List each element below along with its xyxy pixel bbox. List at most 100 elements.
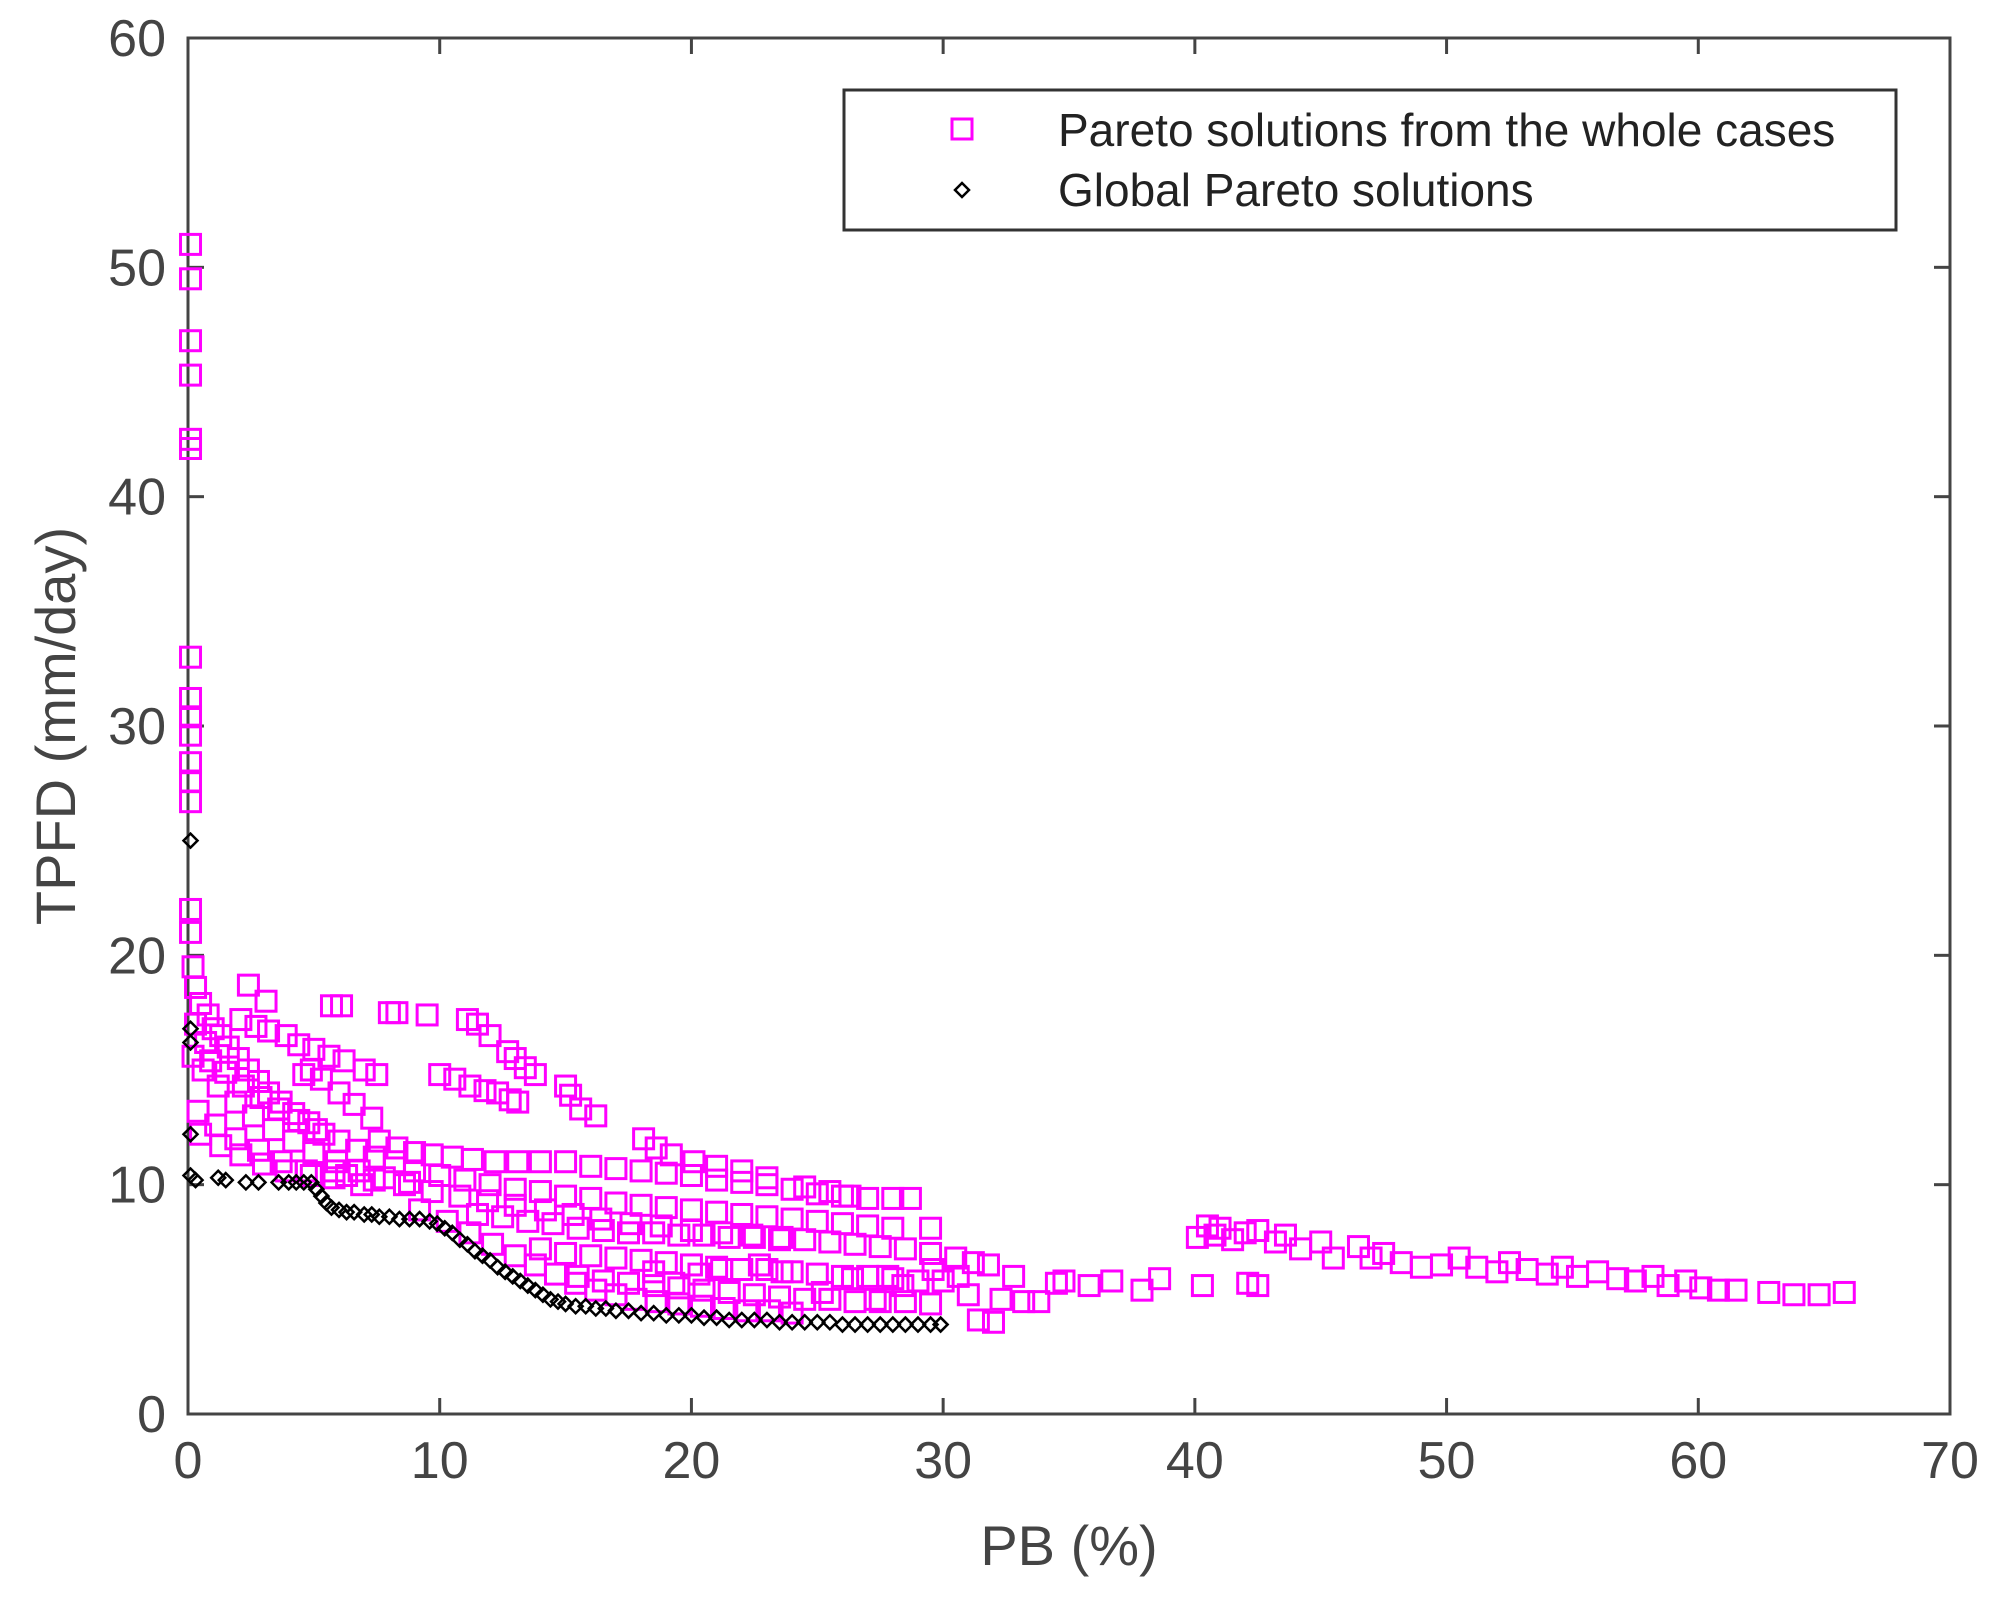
plot-area (186, 36, 1952, 1416)
data-point-square (554, 1184, 578, 1208)
data-point-diamond (496, 1263, 514, 1281)
data-point-diamond (488, 1258, 507, 1276)
y-axis-title: TPFD (mm/day) (24, 527, 87, 925)
data-point-square (476, 1189, 500, 1213)
data-point-square (893, 1290, 917, 1314)
data-point-square (1044, 1271, 1068, 1295)
data-point-diamond (556, 1295, 575, 1313)
data-point-square (569, 1097, 593, 1121)
data-point-square (1656, 1274, 1680, 1298)
x-tick-label: 50 (1418, 1432, 1476, 1490)
data-point-square (891, 1274, 915, 1298)
data-point-square (186, 1099, 210, 1123)
data-point-square (241, 1104, 265, 1128)
x-tick-label: 70 (1921, 1432, 1979, 1490)
data-point-square (392, 1173, 416, 1197)
data-point-square (679, 1163, 703, 1187)
data-point-square (705, 1154, 729, 1178)
data-point-square (667, 1276, 691, 1300)
data-point-square (868, 1235, 892, 1259)
data-point-square (747, 1253, 771, 1277)
data-point-diamond (511, 1272, 530, 1290)
data-point-square (805, 1209, 829, 1233)
y-tick-label: 50 (108, 239, 166, 297)
data-point-diamond (808, 1313, 827, 1332)
data-point-square (654, 1161, 678, 1185)
data-point-square (302, 1141, 326, 1165)
data-point-square (317, 1044, 341, 1068)
legend-label-global-pareto: Global Pareto solutions (1058, 164, 1534, 216)
data-point-square (1321, 1246, 1345, 1270)
data-point-square (428, 1163, 452, 1187)
data-point-square (304, 1118, 328, 1142)
data-point-square (1498, 1251, 1521, 1275)
data-point-square (629, 1159, 653, 1183)
data-point-square (1309, 1230, 1333, 1254)
x-axis: 0 10 20 30 40 50 60 70 (174, 38, 1979, 1490)
data-point-square (919, 1216, 943, 1240)
data-point-square (179, 437, 203, 461)
data-point-square (584, 1104, 608, 1128)
data-point-diamond (380, 1208, 399, 1226)
data-point-diamond (707, 1308, 726, 1327)
data-point-diamond (783, 1313, 801, 1332)
data-point-square (830, 1212, 854, 1236)
y-tick-label: 60 (108, 10, 166, 68)
data-point-diamond (181, 1125, 200, 1143)
legend-label-pareto-whole: Pareto solutions from the whole cases (1058, 104, 1835, 156)
data-point-square (179, 751, 203, 775)
data-point-square (1246, 1274, 1270, 1298)
data-point-square (919, 1292, 943, 1316)
data-point-square (483, 1150, 507, 1174)
data-point-diamond (186, 1171, 205, 1189)
data-point-square (229, 1143, 253, 1167)
data-point-square (367, 1129, 391, 1153)
x-tick-label: 30 (914, 1432, 972, 1490)
data-point-diamond (312, 1187, 331, 1205)
data-point-square (179, 363, 203, 387)
data-point-diamond (576, 1297, 595, 1315)
data-point-square (503, 1177, 527, 1201)
data-point-diamond (682, 1306, 701, 1325)
data-point-square (966, 1308, 990, 1332)
data-point-square (342, 1092, 366, 1116)
data-point-square (246, 1138, 270, 1162)
data-point-square (659, 1143, 683, 1167)
data-point-square (893, 1237, 917, 1261)
data-point-square (453, 1168, 477, 1192)
data-point-square (257, 1019, 281, 1043)
data-point-square (717, 1225, 741, 1249)
data-point-diamond (758, 1311, 776, 1329)
data-point-diamond (181, 831, 200, 850)
data-point-diamond (644, 1304, 663, 1322)
data-point-square (292, 1063, 316, 1087)
data-point-square (1430, 1253, 1454, 1277)
data-point-square (1027, 1290, 1051, 1314)
data-point-diamond (345, 1203, 363, 1221)
legend-square-marker (950, 117, 974, 141)
data-point-diamond (931, 1315, 950, 1334)
data-point-diamond (846, 1315, 864, 1334)
data-point-square (856, 1214, 880, 1238)
data-point-diamond (670, 1306, 688, 1325)
data-point-square (224, 1127, 248, 1151)
data-point-square (252, 1152, 276, 1176)
data-point-square (1706, 1278, 1730, 1302)
data-point-square (1203, 1223, 1227, 1247)
y-tick-label: 20 (108, 927, 166, 985)
data-point-square (523, 1063, 547, 1087)
data-point-square (179, 723, 203, 747)
data-point-diamond (770, 1313, 789, 1332)
data-point-diamond (733, 1311, 751, 1329)
data-point-square (254, 989, 278, 1013)
data-point-square (408, 1198, 432, 1222)
data-point-diamond (884, 1315, 902, 1334)
data-point-square (1832, 1280, 1856, 1304)
data-point-square (619, 1212, 643, 1236)
data-point-square (604, 1157, 628, 1181)
data-point-square (868, 1290, 892, 1314)
data-point-square (229, 1008, 253, 1032)
data-point-square (179, 705, 203, 729)
data-point-square (649, 1214, 673, 1238)
